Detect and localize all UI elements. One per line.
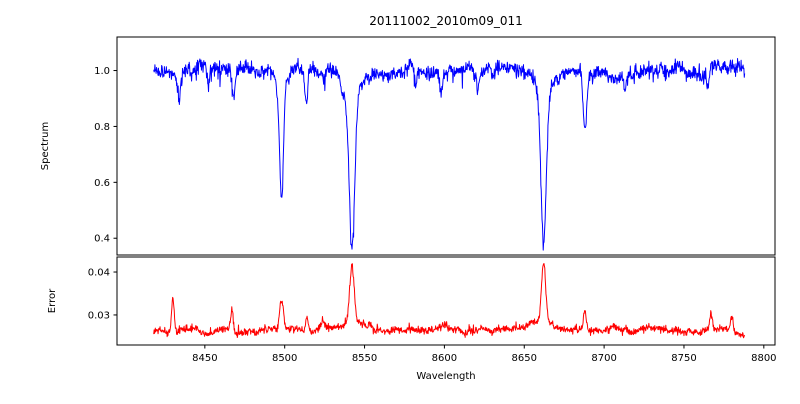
chart-title: 20111002_2010m09_011 [369,14,522,28]
x-tick-label: 8650 [512,353,537,364]
spectrum-panel-border [116,36,776,256]
y-tick-label: 0.4 [94,234,110,245]
plot-layer: 0.4 0.6 0.8 1.0 0.03 0.04 8450 8500 8550 8600 8650… [88,36,777,364]
y-axis-label-error: Error [47,288,58,313]
error-panel-border [116,256,776,346]
x-tick-label: 8550 [352,353,377,364]
y-tick-label: 0.6 [94,178,110,189]
y-tick-label: 0.04 [88,268,110,279]
y-axis-label-spectrum: Spectrum [40,122,51,170]
x-axis-label: Wavelength [416,371,475,382]
x-tick-label: 8750 [671,353,696,364]
x-tick-label: 8450 [192,353,217,364]
x-tick-label: 8800 [751,353,776,364]
x-tick-label: 8500 [272,353,297,364]
y-tick-label: 0.03 [88,310,110,321]
x-tick-label: 8700 [591,353,616,364]
y-tick-label: 1.0 [94,66,110,77]
y-tick-label: 0.8 [94,122,110,133]
error-line [153,263,746,339]
x-tick-label: 8600 [432,353,457,364]
spectrum-line [153,57,746,251]
